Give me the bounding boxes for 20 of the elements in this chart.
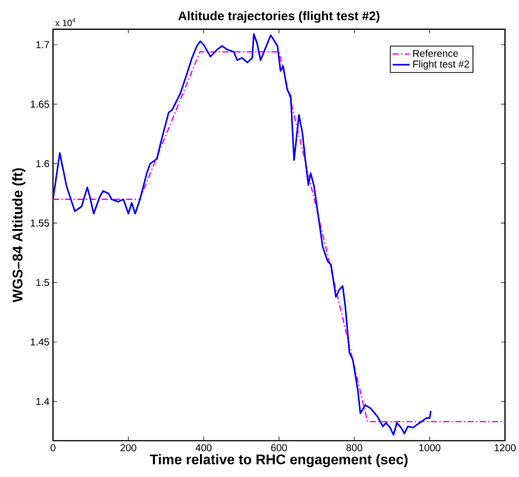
- x-tick-label: 1000: [419, 444, 440, 452]
- y-tick-label: 1.5: [36, 279, 50, 286]
- x-tick-label: 200: [120, 444, 136, 452]
- legend-label: Flight test #2: [413, 60, 469, 70]
- x-tick-label: 1200: [494, 444, 516, 452]
- y-tick-label: 1.4: [36, 398, 50, 405]
- text: x 10$^{4}$: [55, 18, 76, 26]
- x-tick-label: 600: [271, 444, 287, 452]
- y-tick-label: 1.6: [36, 160, 50, 168]
- y-tick-label: 1.55: [30, 220, 50, 227]
- y-tick-label: 1.45: [30, 338, 50, 346]
- x-axis-title: Time relative to RHC engagement (sec): [150, 454, 408, 468]
- y-tick-label: 1.65: [30, 100, 50, 108]
- legend-label: Reference: [413, 50, 458, 57]
- x-tick-label: 400: [196, 444, 212, 452]
- y-axis-title: WGS–84 Altitude (ft): [12, 168, 26, 302]
- chart-title: Altitude trajectories (flight test #2): [178, 11, 380, 23]
- x-tick-label: 800: [346, 444, 362, 452]
- y-tick-label: 1.7: [36, 41, 49, 48]
- x-tick-label: 0: [50, 444, 56, 452]
